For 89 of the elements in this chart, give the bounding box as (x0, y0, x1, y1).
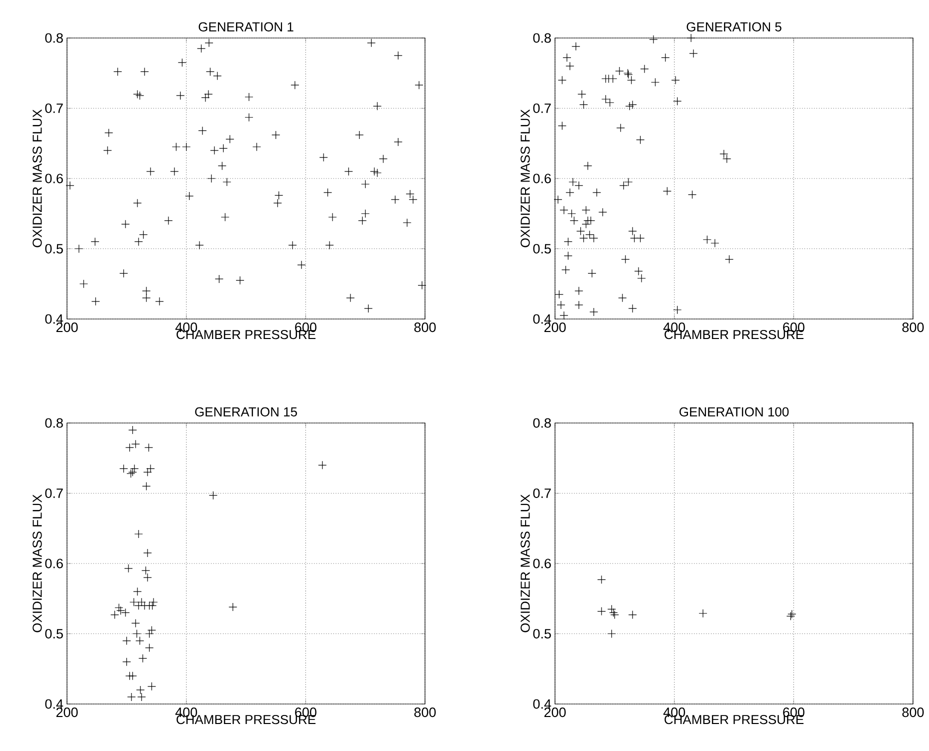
y-tick-label: 0.8 (45, 418, 63, 428)
point (136, 686, 145, 694)
point (143, 468, 152, 476)
point (786, 612, 795, 620)
y-tick-label: 0.5 (45, 244, 63, 254)
point (147, 626, 156, 635)
point (228, 602, 238, 612)
point (110, 610, 120, 620)
point (628, 610, 637, 620)
point (597, 606, 606, 616)
x-tick-label: 200 (56, 322, 78, 332)
y-tick-label: 0.4 (45, 699, 64, 709)
point (208, 491, 218, 500)
x-tick-label: 200 (544, 708, 566, 718)
y-tick-label: 0.4 (533, 699, 552, 709)
x-tick-label: 200 (56, 708, 78, 718)
point (144, 443, 154, 452)
point (130, 464, 139, 473)
point (143, 548, 152, 558)
y-tick-label: 0.4 (45, 314, 64, 324)
point (607, 629, 616, 638)
point (698, 609, 708, 618)
point (597, 575, 606, 584)
y-axis-title: OXIDIZER MASS FLUX (32, 494, 42, 632)
point (128, 672, 137, 680)
point (148, 601, 157, 610)
point (124, 564, 133, 573)
y-tick-label: 0.6 (533, 174, 551, 184)
point (127, 692, 136, 702)
point (138, 654, 148, 663)
x-tick-label: 400 (175, 708, 198, 718)
point (146, 464, 155, 473)
point (131, 440, 140, 448)
x-tick-label: 400 (175, 322, 198, 332)
y-tick-label: 0.7 (45, 488, 63, 498)
point (132, 629, 142, 638)
point (141, 566, 150, 575)
point (134, 530, 143, 538)
y-axis-title: OXIDIZER MASS FLUX (520, 494, 530, 632)
y-tick-label: 0.4 (533, 314, 552, 324)
y-tick-label: 0.5 (533, 628, 551, 639)
y-tick-label: 0.5 (45, 628, 63, 639)
chart-title: GENERATION 15 (195, 407, 297, 416)
chart-title: GENERATION 100 (680, 407, 789, 416)
x-axis-title: CHAMBER PRESSURE (176, 330, 316, 340)
point (125, 443, 134, 452)
point (142, 482, 151, 491)
x-axis-title: CHAMBER PRESSURE (664, 714, 804, 724)
y-tick-label: 0.7 (45, 103, 63, 114)
point (131, 618, 140, 628)
point (133, 587, 142, 596)
point (788, 610, 796, 618)
y-tick-label: 0.8 (533, 418, 551, 428)
x-tick-label: 800 (414, 322, 436, 332)
y-tick-label: 0.6 (533, 558, 551, 568)
y-tick-label: 0.7 (533, 488, 551, 498)
point (137, 598, 146, 606)
point (122, 636, 131, 646)
y-axis-title: OXIDIZER MASS FLUX (32, 109, 42, 248)
point (122, 658, 131, 666)
y-tick-label: 0.6 (45, 558, 63, 568)
y-tick-label: 0.7 (533, 103, 551, 114)
point (128, 426, 137, 434)
point (318, 460, 327, 470)
x-tick-label: 400 (663, 322, 686, 332)
point (145, 643, 154, 652)
point (119, 464, 128, 473)
x-axis-title: CHAMBER PRESSURE (664, 330, 804, 340)
point (149, 598, 158, 606)
x-tick-label: 200 (544, 322, 566, 332)
x-axis-title: CHAMBER PRESSURE (176, 714, 316, 724)
x-tick-label: 800 (902, 708, 924, 718)
chart-title: GENERATION 5 (686, 22, 782, 32)
point (143, 573, 152, 582)
y-axis-title: OXIDIZER MASS FLUX (520, 109, 530, 248)
y-tick-label: 0.8 (45, 33, 63, 43)
y-tick-label: 0.6 (45, 174, 63, 184)
point (609, 608, 618, 617)
point (114, 603, 124, 612)
chart-title: GENERATION 1 (198, 22, 294, 32)
x-tick-label: 800 (414, 708, 436, 718)
x-tick-label: 400 (663, 708, 686, 718)
point (135, 636, 144, 646)
point (147, 682, 156, 691)
point (145, 629, 154, 638)
y-tick-label: 0.8 (533, 33, 551, 43)
y-tick-label: 0.5 (533, 244, 551, 254)
point (137, 692, 146, 702)
x-tick-label: 800 (902, 322, 924, 332)
